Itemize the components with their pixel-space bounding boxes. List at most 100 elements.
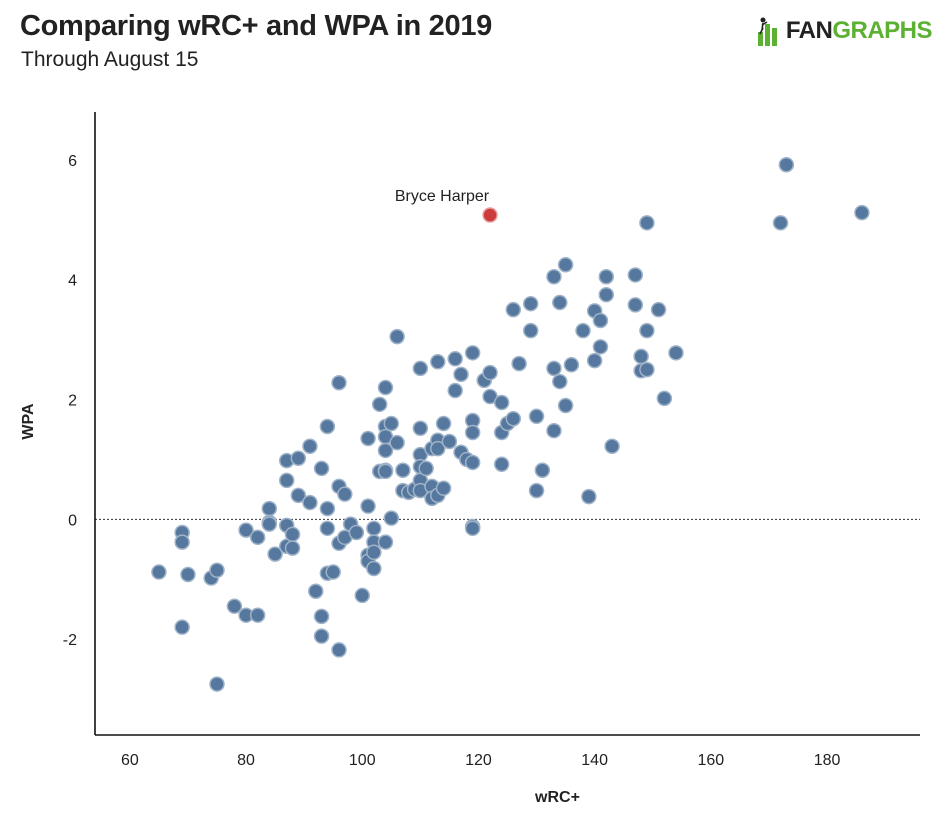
x-tick-label: 160 <box>697 752 724 769</box>
player-point <box>505 410 522 427</box>
player-point <box>430 440 446 457</box>
player-point <box>319 500 336 517</box>
player-point <box>249 607 266 623</box>
player-point <box>174 534 190 550</box>
player-point <box>383 510 400 526</box>
player-point <box>261 500 278 517</box>
highlight-label: Bryce Harper <box>395 188 490 205</box>
player-point <box>604 438 620 455</box>
player-point <box>627 297 644 313</box>
player-point <box>366 544 382 561</box>
player-point <box>546 360 562 377</box>
highlight-point <box>482 207 498 223</box>
player-point <box>418 460 434 477</box>
player-point <box>522 322 539 339</box>
player-point <box>854 204 870 221</box>
player-point <box>546 268 562 285</box>
player-point <box>366 560 382 577</box>
player-point <box>639 361 655 378</box>
player-point <box>639 322 655 339</box>
y-axis-label: WPA <box>20 403 37 440</box>
player-point <box>238 522 254 538</box>
player-point <box>249 529 266 546</box>
player-point <box>325 564 341 580</box>
logo-text-graphs: GRAPHS <box>832 17 932 44</box>
player-point <box>546 422 562 439</box>
player-point <box>313 608 330 625</box>
x-tick-label: 120 <box>465 752 492 769</box>
player-point <box>528 408 545 425</box>
x-axis-ticks: 60 80 100 120 140 160 180 <box>121 752 841 769</box>
player-point <box>354 587 371 604</box>
fangraphs-logo: FAN GRAPHS <box>754 14 932 48</box>
player-point <box>313 628 330 644</box>
player-point <box>511 355 527 372</box>
player-point <box>412 420 429 437</box>
player-point <box>482 364 498 381</box>
player-point <box>377 442 394 459</box>
player-point <box>284 540 301 556</box>
player-point <box>430 354 446 370</box>
player-point <box>348 524 365 541</box>
y-axis-ticks: -2 0 2 4 6 <box>63 153 77 649</box>
player-point <box>778 156 795 173</box>
chart-title: Comparing wRC+ and WPA in 2019 <box>20 10 492 42</box>
x-tick-label: 80 <box>237 752 255 769</box>
player-point <box>534 462 551 478</box>
player-point <box>505 301 522 318</box>
player-point <box>598 268 615 285</box>
player-point <box>447 382 463 399</box>
x-tick-label: 100 <box>349 752 376 769</box>
player-point <box>377 463 394 480</box>
player-point <box>302 494 318 511</box>
player-point <box>493 456 510 472</box>
player-point <box>557 397 574 414</box>
player-point <box>360 498 376 514</box>
player-point <box>656 390 673 407</box>
player-point <box>174 619 190 635</box>
player-point <box>575 322 591 339</box>
batter-logo-icon <box>757 17 777 46</box>
player-point <box>389 434 405 451</box>
x-tick-label: 140 <box>581 752 608 769</box>
player-point <box>209 676 225 692</box>
player-point <box>371 396 388 413</box>
player-point <box>592 339 609 355</box>
player-point <box>441 433 458 450</box>
player-point <box>360 430 376 447</box>
player-point <box>557 257 574 273</box>
player-point <box>464 424 481 441</box>
y-tick-label: 2 <box>68 393 77 410</box>
player-point <box>377 534 394 550</box>
player-point <box>313 460 330 477</box>
y-tick-label: -2 <box>63 632 77 649</box>
player-point <box>180 566 196 583</box>
player-point <box>668 345 684 361</box>
player-point <box>209 562 225 579</box>
player-point <box>435 415 452 432</box>
player-point <box>552 373 568 390</box>
player-point <box>453 366 469 383</box>
player-point <box>639 215 655 231</box>
player-point <box>278 472 295 489</box>
player-point <box>522 295 539 312</box>
player-point <box>528 482 545 499</box>
player-point <box>552 294 568 311</box>
y-tick-label: 4 <box>68 273 77 290</box>
player-point <box>772 215 789 231</box>
y-tick-label: 6 <box>68 153 77 170</box>
player-point <box>435 480 452 496</box>
player-point <box>308 583 324 599</box>
player-point <box>337 486 353 502</box>
player-point <box>319 418 336 435</box>
player-point <box>302 438 318 455</box>
player-point <box>319 520 336 537</box>
player-point <box>226 598 243 614</box>
player-point <box>284 526 301 543</box>
player-point <box>563 357 580 373</box>
x-tick-label: 60 <box>121 752 139 769</box>
player-point <box>267 546 283 562</box>
data-points <box>151 156 870 692</box>
player-point <box>464 520 481 537</box>
y-tick-label: 0 <box>68 512 77 529</box>
